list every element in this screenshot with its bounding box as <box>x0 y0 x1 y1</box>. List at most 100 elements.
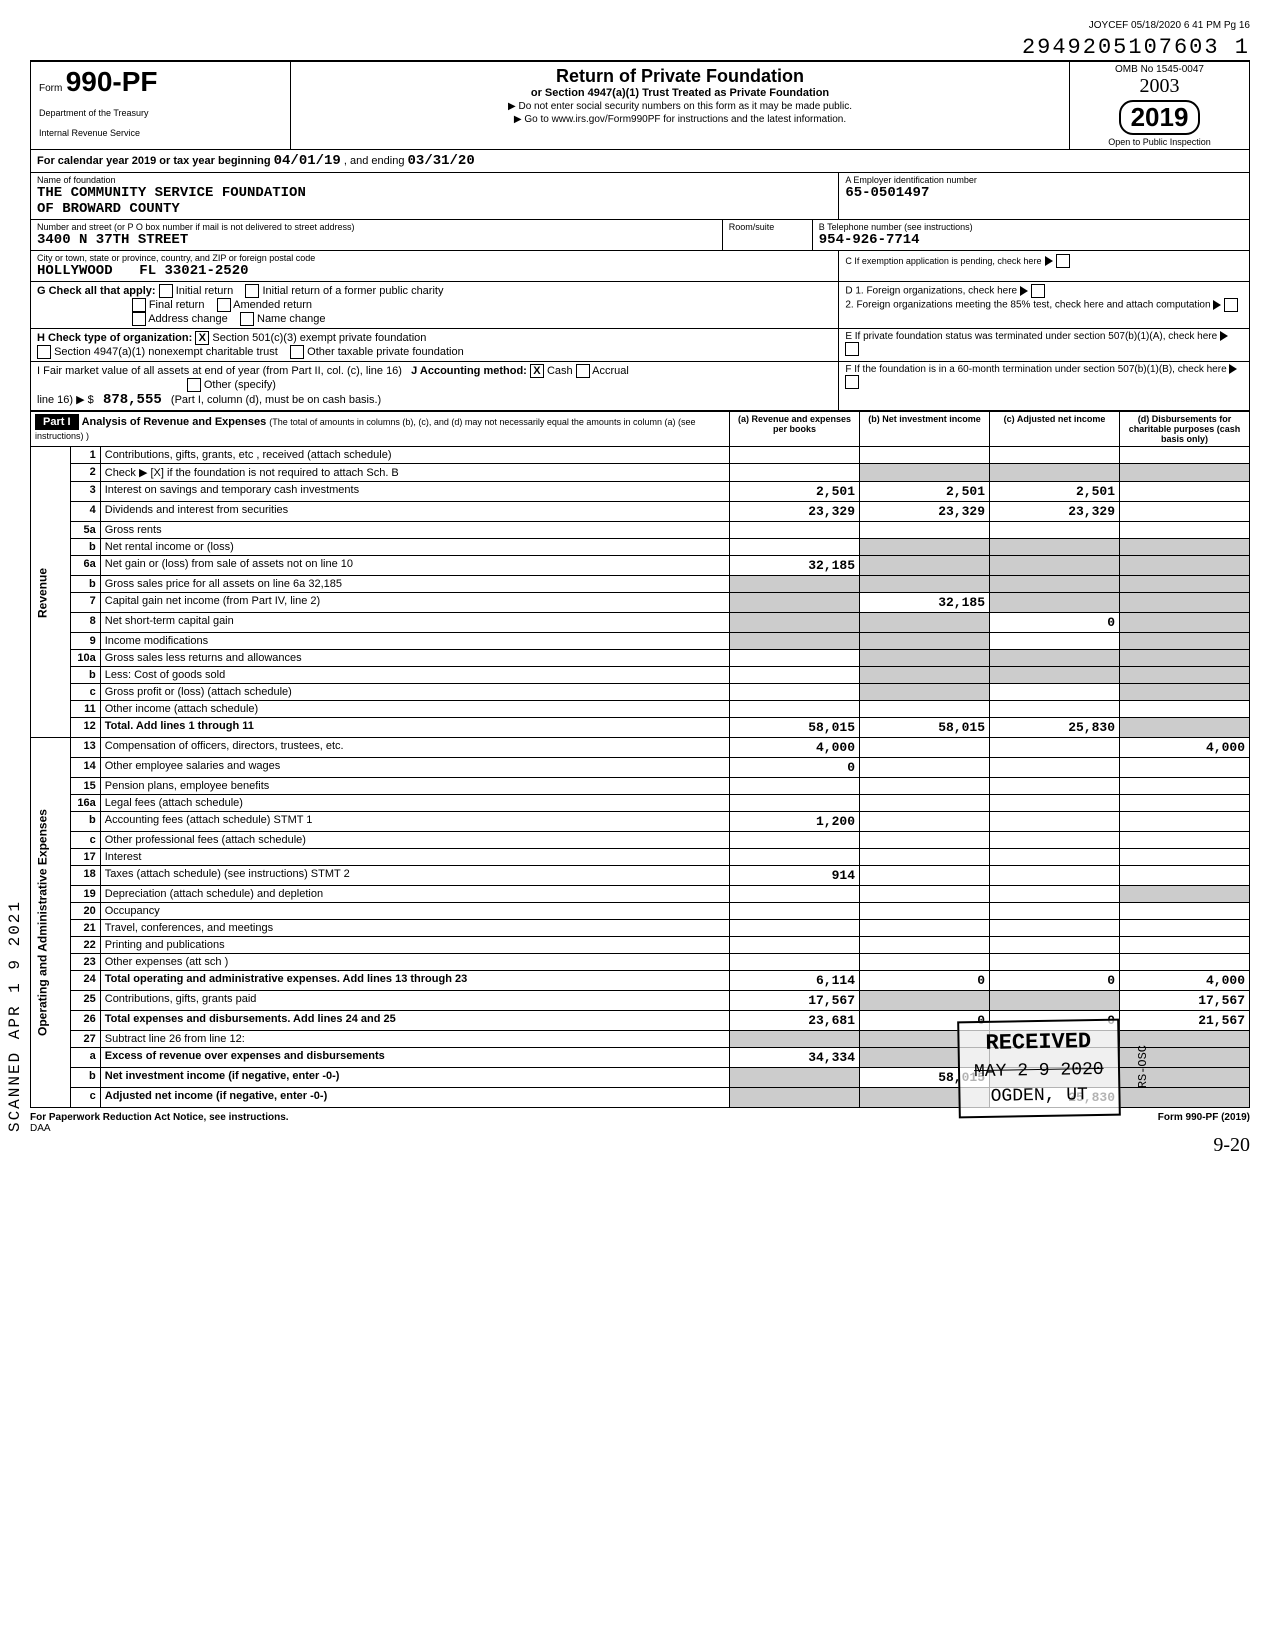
omb-no: OMB No 1545-0047 <box>1072 64 1247 75</box>
cell-d <box>1120 1088 1250 1108</box>
e-checkbox[interactable] <box>845 342 859 356</box>
table-row: 24Total operating and administrative exp… <box>31 971 1250 991</box>
g-final-checkbox[interactable] <box>132 298 146 312</box>
cell-a <box>730 795 860 812</box>
h-4947-checkbox[interactable] <box>37 345 51 359</box>
table-row: 9Income modifications <box>31 633 1250 650</box>
col-d-header: (d) Disbursements for charitable purpose… <box>1120 412 1250 447</box>
cell-c <box>990 738 1120 758</box>
cell-a <box>730 576 860 593</box>
cell-b <box>860 920 990 937</box>
line-description: Accounting fees (attach schedule) STMT 1 <box>100 812 729 832</box>
cell-a <box>730 1031 860 1048</box>
cell-d: 4,000 <box>1120 971 1250 991</box>
table-row: cGross profit or (loss) (attach schedule… <box>31 684 1250 701</box>
line-description: Occupancy <box>100 903 729 920</box>
cell-b: 32,185 <box>860 593 990 613</box>
j-other-checkbox[interactable] <box>187 378 201 392</box>
d1-checkbox[interactable] <box>1031 284 1045 298</box>
j-accrual-checkbox[interactable] <box>576 364 590 378</box>
line-number: 10a <box>70 650 100 667</box>
cell-d <box>1120 954 1250 971</box>
line-description: Excess of revenue over expenses and disb… <box>100 1048 729 1068</box>
table-row: 5aGross rents <box>31 522 1250 539</box>
line-number: c <box>70 832 100 849</box>
c-checkbox[interactable] <box>1056 254 1070 268</box>
cell-d <box>1120 778 1250 795</box>
line-number: 26 <box>70 1011 100 1031</box>
cell-d <box>1120 849 1250 866</box>
cell-d <box>1120 866 1250 886</box>
line-description: Subtract line 26 from line 12: <box>100 1031 729 1048</box>
form-header: Form 990-PF Department of the Treasury I… <box>30 60 1250 150</box>
cell-b <box>860 447 990 464</box>
cell-b <box>860 522 990 539</box>
table-row: bGross sales price for all assets on lin… <box>31 576 1250 593</box>
form-prefix: Form <box>39 83 62 94</box>
zip: FL 33021-2520 <box>139 263 248 279</box>
cell-d <box>1120 886 1250 903</box>
cell-d <box>1120 633 1250 650</box>
dln-stamp: 2949205107603 1 <box>1022 35 1250 60</box>
cell-c <box>990 522 1120 539</box>
cell-c <box>990 954 1120 971</box>
g-name-checkbox[interactable] <box>240 312 254 326</box>
cell-c <box>990 576 1120 593</box>
g-amended-checkbox[interactable] <box>217 298 231 312</box>
table-row: 15Pension plans, employee benefits <box>31 778 1250 795</box>
h-501c3-checkbox[interactable]: X <box>195 331 209 345</box>
street-label: Number and street (or P O box number if … <box>37 222 716 232</box>
cell-a: 1,200 <box>730 812 860 832</box>
cell-b <box>860 738 990 758</box>
d1-label: D 1. Foreign organizations, check here <box>845 286 1017 297</box>
cell-a: 4,000 <box>730 738 860 758</box>
line-description: Total. Add lines 1 through 11 <box>100 718 729 738</box>
cell-c <box>990 684 1120 701</box>
line-description: Other employee salaries and wages <box>100 758 729 778</box>
cell-c <box>990 886 1120 903</box>
cell-a: 0 <box>730 758 860 778</box>
table-row: 4Dividends and interest from securities2… <box>31 502 1250 522</box>
line-description: Net gain or (loss) from sale of assets n… <box>100 556 729 576</box>
dept-irs: Internal Revenue Service <box>39 128 282 138</box>
cell-c <box>990 650 1120 667</box>
d2-checkbox[interactable] <box>1224 298 1238 312</box>
line-description: Less: Cost of goods sold <box>100 667 729 684</box>
line-number: 14 <box>70 758 100 778</box>
col-c-header: (c) Adjusted net income <box>990 412 1120 447</box>
dept-treasury: Department of the Treasury <box>39 108 282 118</box>
table-row: 14Other employee salaries and wages0 <box>31 758 1250 778</box>
cell-a <box>730 920 860 937</box>
cell-a <box>730 667 860 684</box>
line-description: Dividends and interest from securities <box>100 502 729 522</box>
g-initial-former-checkbox[interactable] <box>245 284 259 298</box>
cell-b: 58,015 <box>860 718 990 738</box>
foundation-name-2: OF BROWARD COUNTY <box>37 201 832 217</box>
table-row: cOther professional fees (attach schedul… <box>31 832 1250 849</box>
cell-d <box>1120 920 1250 937</box>
line-description: Taxes (attach schedule) (see instruction… <box>100 866 729 886</box>
cell-d <box>1120 701 1250 718</box>
cell-b <box>860 576 990 593</box>
h-other-checkbox[interactable] <box>290 345 304 359</box>
f-checkbox[interactable] <box>845 375 859 389</box>
g-address-checkbox[interactable] <box>132 312 146 326</box>
cell-a <box>730 447 860 464</box>
table-row: 21Travel, conferences, and meetings <box>31 920 1250 937</box>
j-cash-checkbox[interactable]: X <box>530 364 544 378</box>
revenue-group-label: Revenue <box>31 447 71 738</box>
line-number: 27 <box>70 1031 100 1048</box>
cell-a <box>730 832 860 849</box>
cell-d <box>1120 650 1250 667</box>
cell-a <box>730 539 860 556</box>
cell-c <box>990 758 1120 778</box>
fmv-value: 878,555 <box>103 392 162 408</box>
g-initial-checkbox[interactable] <box>159 284 173 298</box>
cell-b <box>860 539 990 556</box>
cell-c <box>990 920 1120 937</box>
line-number: c <box>70 684 100 701</box>
received-side: RS-OSC <box>1136 1045 1150 1088</box>
foundation-name-1: THE COMMUNITY SERVICE FOUNDATION <box>37 185 832 201</box>
line-description: Net short-term capital gain <box>100 613 729 633</box>
line-description: Travel, conferences, and meetings <box>100 920 729 937</box>
